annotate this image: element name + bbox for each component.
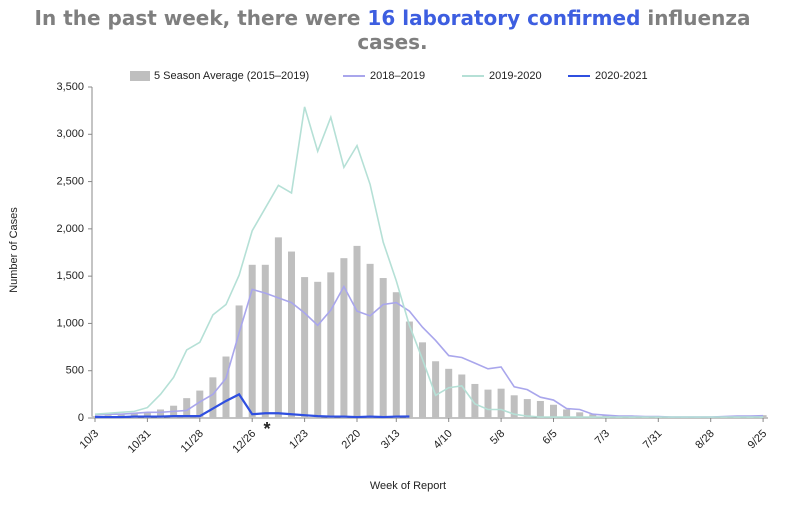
bar	[484, 389, 492, 418]
x-axis-label: Week of Report	[370, 480, 446, 492]
legend-label: 2019-2020	[489, 70, 542, 82]
legend-swatch	[130, 71, 150, 81]
bar	[340, 258, 348, 418]
bar	[209, 377, 217, 418]
line	[94, 106, 764, 418]
legend-label: 2020-2021	[595, 70, 648, 82]
y-tick-label: 3,500	[56, 81, 84, 93]
bar	[405, 321, 413, 418]
bar	[301, 277, 309, 418]
bar	[248, 264, 256, 418]
bar	[274, 237, 282, 418]
bar	[458, 374, 466, 418]
bar	[471, 383, 479, 418]
x-tick-label: 11/28	[179, 428, 206, 455]
line	[94, 284, 764, 418]
bar	[510, 395, 518, 418]
y-tick-label: 2,500	[56, 175, 84, 187]
y-tick-label: 2,000	[56, 223, 84, 235]
bar	[563, 409, 571, 418]
bar	[432, 361, 440, 418]
bar	[353, 245, 361, 418]
y-tick-label: 1,000	[56, 317, 84, 329]
bar	[196, 390, 204, 418]
x-tick-label: 12/26	[230, 428, 258, 456]
y-tick-label: 3,000	[56, 128, 84, 140]
headline: In the past week, there were 16 laborato…	[0, 6, 785, 54]
bar	[222, 356, 230, 418]
x-tick-label: 4/10	[431, 428, 455, 452]
x-tick-label: 1/23	[287, 428, 311, 452]
x-tick-label: 8/28	[693, 428, 717, 452]
bar	[550, 404, 557, 418]
bar	[288, 251, 295, 418]
x-tick-label: 5/8	[488, 428, 507, 447]
x-tick-label: 9/25	[746, 428, 770, 452]
bar	[379, 278, 387, 418]
bar	[497, 388, 505, 418]
x-tick-label: 6/5	[540, 428, 559, 447]
bar	[143, 412, 151, 418]
bar	[235, 305, 243, 418]
y-tick-label: 500	[66, 365, 84, 377]
bar	[419, 342, 426, 418]
headline-part: influenza cases.	[357, 6, 751, 54]
x-tick-label: 2/20	[340, 428, 364, 452]
bar	[261, 264, 269, 418]
bar	[314, 281, 322, 418]
bar	[589, 414, 597, 418]
legend-label: 5 Season Average (2015–2019)	[154, 70, 309, 82]
line	[95, 392, 410, 419]
bar	[327, 272, 335, 418]
bar	[366, 263, 374, 418]
bar	[445, 368, 453, 418]
bar	[576, 412, 584, 418]
x-tick-label: 10/31	[126, 428, 154, 456]
bar	[392, 292, 400, 418]
bar	[523, 399, 531, 418]
bar	[183, 398, 191, 418]
y-axis-label: Number of Cases	[8, 207, 20, 293]
y-tick-label: 1,500	[56, 270, 84, 282]
legend-label: 2018–2019	[370, 70, 425, 82]
headline-highlight: 16 laboratory confirmed	[367, 6, 641, 30]
headline-part: In the past week, there were	[34, 6, 368, 30]
bar	[157, 409, 164, 418]
x-tick-label: 7/31	[641, 428, 665, 452]
x-tick-label: 3/13	[379, 428, 403, 452]
x-tick-label: 7/3	[593, 428, 612, 447]
annotation: *	[263, 419, 270, 439]
y-tick-label: 0	[78, 412, 84, 424]
x-tick-label: 10/3	[78, 428, 102, 452]
bar	[536, 400, 544, 418]
